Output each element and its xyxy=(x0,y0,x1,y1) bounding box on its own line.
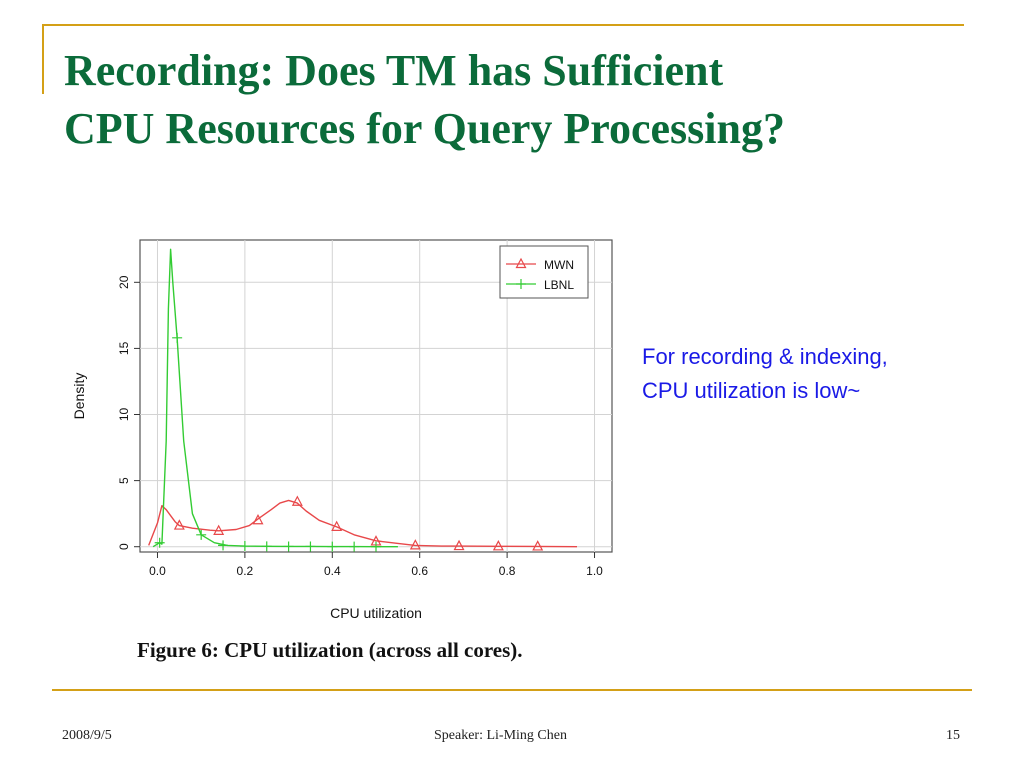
top-rule xyxy=(42,24,964,26)
series-mwn-point xyxy=(291,495,303,506)
series-mwn-point xyxy=(331,520,343,531)
y-tick-label: 10 xyxy=(117,408,131,422)
density-chart: 0.0 0.2 0.4 0.6 0.8 1.0 0 5 10 15 20 CPU utilizati… xyxy=(60,228,630,628)
y-tick-label: 0 xyxy=(117,543,131,550)
footer-rule xyxy=(52,689,972,691)
footer-speaker: Speaker: Li-Ming Chen xyxy=(434,728,567,743)
legend-lbnl-plus xyxy=(516,279,526,289)
annotation-note: For recording & indexing, CPU utilizatio… xyxy=(642,340,1002,408)
series-lbnl-point xyxy=(218,540,229,551)
series-mwn-point xyxy=(492,540,504,551)
series xyxy=(148,248,578,552)
series-lbnl-point xyxy=(154,537,165,548)
annotation-line-2: CPU utilization is low~ xyxy=(642,378,861,403)
series-mwn-point xyxy=(532,540,544,551)
y-tick-label: 15 xyxy=(117,341,131,355)
slide-title-line-2: CPU Resources for Query Processing? xyxy=(64,104,785,153)
series-lbnl-point xyxy=(349,541,360,552)
y-tick-label: 5 xyxy=(117,477,131,484)
series-mwn-point xyxy=(213,524,225,535)
series-mwn-point xyxy=(453,539,465,551)
x-tick-label: 0.8 xyxy=(499,564,516,578)
legend-lbnl-marker xyxy=(516,279,526,289)
series-lbnl-point xyxy=(196,529,207,540)
y-tick-label: 20 xyxy=(117,275,131,289)
series-lbnl-point xyxy=(239,541,250,552)
density-chart-svg: 0.0 0.2 0.4 0.6 0.8 1.0 0 5 10 15 20 CPU utilizati… xyxy=(71,239,613,621)
legend-mwn-label: MWN xyxy=(544,258,574,272)
figure-caption: Figure 6: CPU utilization (across all co… xyxy=(137,638,523,662)
series-lbnl-point xyxy=(172,332,183,343)
series-mwn-point xyxy=(252,513,264,525)
series-lbnl-point xyxy=(283,541,294,552)
legend-lbnl-label: LBNL xyxy=(544,278,574,292)
x-tick-label: 0.0 xyxy=(149,564,166,578)
series-lbnl-point xyxy=(371,541,381,552)
axes: 0.0 0.2 0.4 0.6 0.8 1.0 0 5 10 15 20 xyxy=(117,275,603,578)
series-mwn-point xyxy=(409,539,421,550)
x-tick-label: 0.4 xyxy=(324,564,341,578)
y-axis-label: Density xyxy=(71,373,87,420)
series-lbnl-point xyxy=(327,541,338,552)
annotation-line-1: For recording & indexing, xyxy=(642,344,888,369)
page-number: 15 xyxy=(946,728,960,743)
series-mwn-point xyxy=(173,519,185,530)
footer-date: 2008/9/5 xyxy=(62,728,112,743)
series-lbnl-point xyxy=(261,541,272,552)
legend-mwn-marker xyxy=(515,257,527,269)
legend: MWN LBNL xyxy=(499,245,589,299)
slide-title-line-1: Recording: Does TM has Sufficient xyxy=(64,46,724,95)
x-tick-label: 0.6 xyxy=(411,564,428,578)
left-rule xyxy=(42,24,44,94)
legend-box xyxy=(499,245,589,299)
series-lbnl-point xyxy=(305,541,316,552)
x-axis-label: CPU utilization xyxy=(330,605,422,621)
x-tick-label: 1.0 xyxy=(586,564,603,578)
slide-title: Recording: Does TM has Sufficient CPU Re… xyxy=(64,42,984,158)
x-tick-label: 0.2 xyxy=(237,564,254,578)
legend-mwn-triangle xyxy=(515,257,527,269)
